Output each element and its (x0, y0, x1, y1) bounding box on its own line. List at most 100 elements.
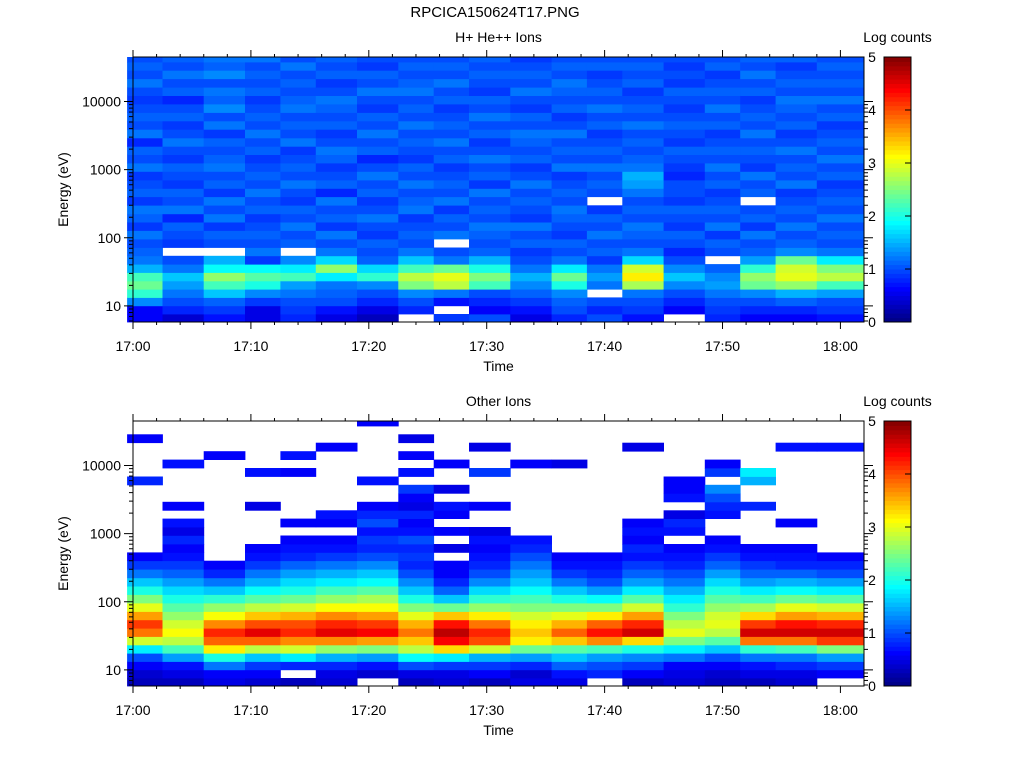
heatmap-cell (469, 87, 511, 96)
heatmap-cell (704, 272, 741, 282)
colorbar-frame (883, 56, 912, 323)
heatmap-cell (357, 95, 399, 105)
heatmap-cell (398, 196, 435, 206)
heatmap-cell (663, 264, 706, 273)
heatmap-cell (162, 264, 205, 273)
heatmap-cell (357, 62, 399, 71)
heatmap-cell (162, 669, 205, 679)
colorbar-segment (884, 584, 911, 590)
heatmap-cell (663, 636, 706, 646)
heatmap-cell (203, 594, 246, 604)
heatmap-cell (433, 510, 470, 519)
heatmap-cell (622, 70, 664, 80)
heatmap-cell (586, 62, 623, 71)
heatmap-cell (510, 669, 552, 679)
heatmap-cell (510, 137, 552, 147)
heatmap-cell (551, 264, 588, 273)
heatmap-cell (622, 196, 664, 206)
heatmap-cell (775, 628, 818, 637)
heatmap-cell (280, 129, 317, 139)
heatmap-cell (357, 653, 399, 662)
colorbar-segment (884, 575, 911, 581)
heatmap-cell (127, 661, 163, 671)
colorbar-tick-label: 4 (868, 466, 876, 482)
heatmap-cell (704, 171, 741, 181)
colorbar-segment (884, 518, 911, 524)
colorbar-segment (884, 624, 911, 630)
colorbar-segment (884, 588, 911, 594)
heatmap-cell (551, 180, 588, 189)
heatmap-cell (551, 78, 588, 88)
heatmap-cell (245, 129, 281, 139)
heatmap-cell (622, 146, 664, 155)
heatmap-cell (469, 619, 511, 629)
heatmap-cell (433, 137, 470, 147)
heatmap-cell (740, 314, 776, 323)
heatmap-cell (127, 594, 163, 604)
heatmap-cell (398, 451, 435, 460)
heatmap-cell (622, 129, 664, 139)
heatmap-cell (469, 297, 511, 307)
heatmap-cell (280, 255, 317, 265)
heatmap-cell (551, 603, 588, 612)
heatmap-cell (775, 653, 818, 662)
x-axis-label: Time (483, 722, 514, 738)
heatmap-cell (203, 560, 246, 570)
heatmap-cell (315, 70, 358, 80)
heatmap-cell (245, 661, 281, 671)
colorbar-segment (884, 531, 911, 537)
heatmap-cell (203, 280, 246, 290)
heatmap-cell (315, 280, 358, 290)
heatmap-cell (162, 78, 205, 88)
heatmap-cell (816, 112, 865, 122)
heatmap-cell (775, 196, 818, 206)
heatmap-cell (398, 213, 435, 223)
heatmap-cell (622, 213, 664, 223)
heatmap-cell (203, 569, 246, 579)
heatmap-cell (510, 628, 552, 637)
heatmap-cell (398, 619, 435, 629)
heatmap-cell (433, 314, 470, 323)
heatmap-cell (469, 569, 511, 579)
colorbar-segment (884, 65, 911, 71)
heatmap-cell (469, 70, 511, 80)
heatmap-cell (551, 230, 588, 240)
heatmap-cell (433, 560, 470, 570)
heatmap-cell (280, 611, 317, 621)
heatmap-cell (816, 264, 865, 273)
heatmap-cell (663, 120, 706, 130)
heatmap-cell (127, 289, 163, 298)
heatmap-cell (280, 163, 317, 172)
heatmap-cell (510, 535, 552, 545)
heatmap-cell (510, 146, 552, 155)
heatmap-cell (663, 678, 706, 687)
heatmap-cell (775, 163, 818, 172)
heatmap-cell (315, 196, 358, 206)
heatmap-cell (245, 501, 281, 511)
colorbar-segment (884, 602, 911, 607)
colorbar-segment (884, 527, 911, 532)
heatmap-cell (280, 603, 317, 612)
heatmap-cell (433, 289, 470, 298)
heatmap-cell (357, 305, 399, 315)
heatmap-cell (740, 297, 776, 307)
heatmap-cell (280, 305, 317, 315)
heatmap-cell (551, 661, 588, 671)
heatmap-cell (816, 611, 865, 621)
heatmap-cell (551, 636, 588, 646)
heatmap-cell (622, 544, 664, 553)
heatmap-cell (469, 78, 511, 88)
heatmap-cell (816, 272, 865, 282)
heatmap-cell (704, 636, 741, 646)
heatmap-cell (127, 305, 163, 315)
heatmap-cell (551, 120, 588, 130)
colorbar-segment (884, 96, 911, 102)
heatmap-cell (622, 569, 664, 579)
heatmap-cell (586, 104, 623, 113)
heatmap-cell (622, 137, 664, 147)
heatmap-cell (551, 297, 588, 307)
heatmap-cell (398, 78, 435, 88)
heatmap-cell (469, 154, 511, 164)
heatmap-cell (315, 594, 358, 604)
heatmap-cell (469, 57, 511, 63)
